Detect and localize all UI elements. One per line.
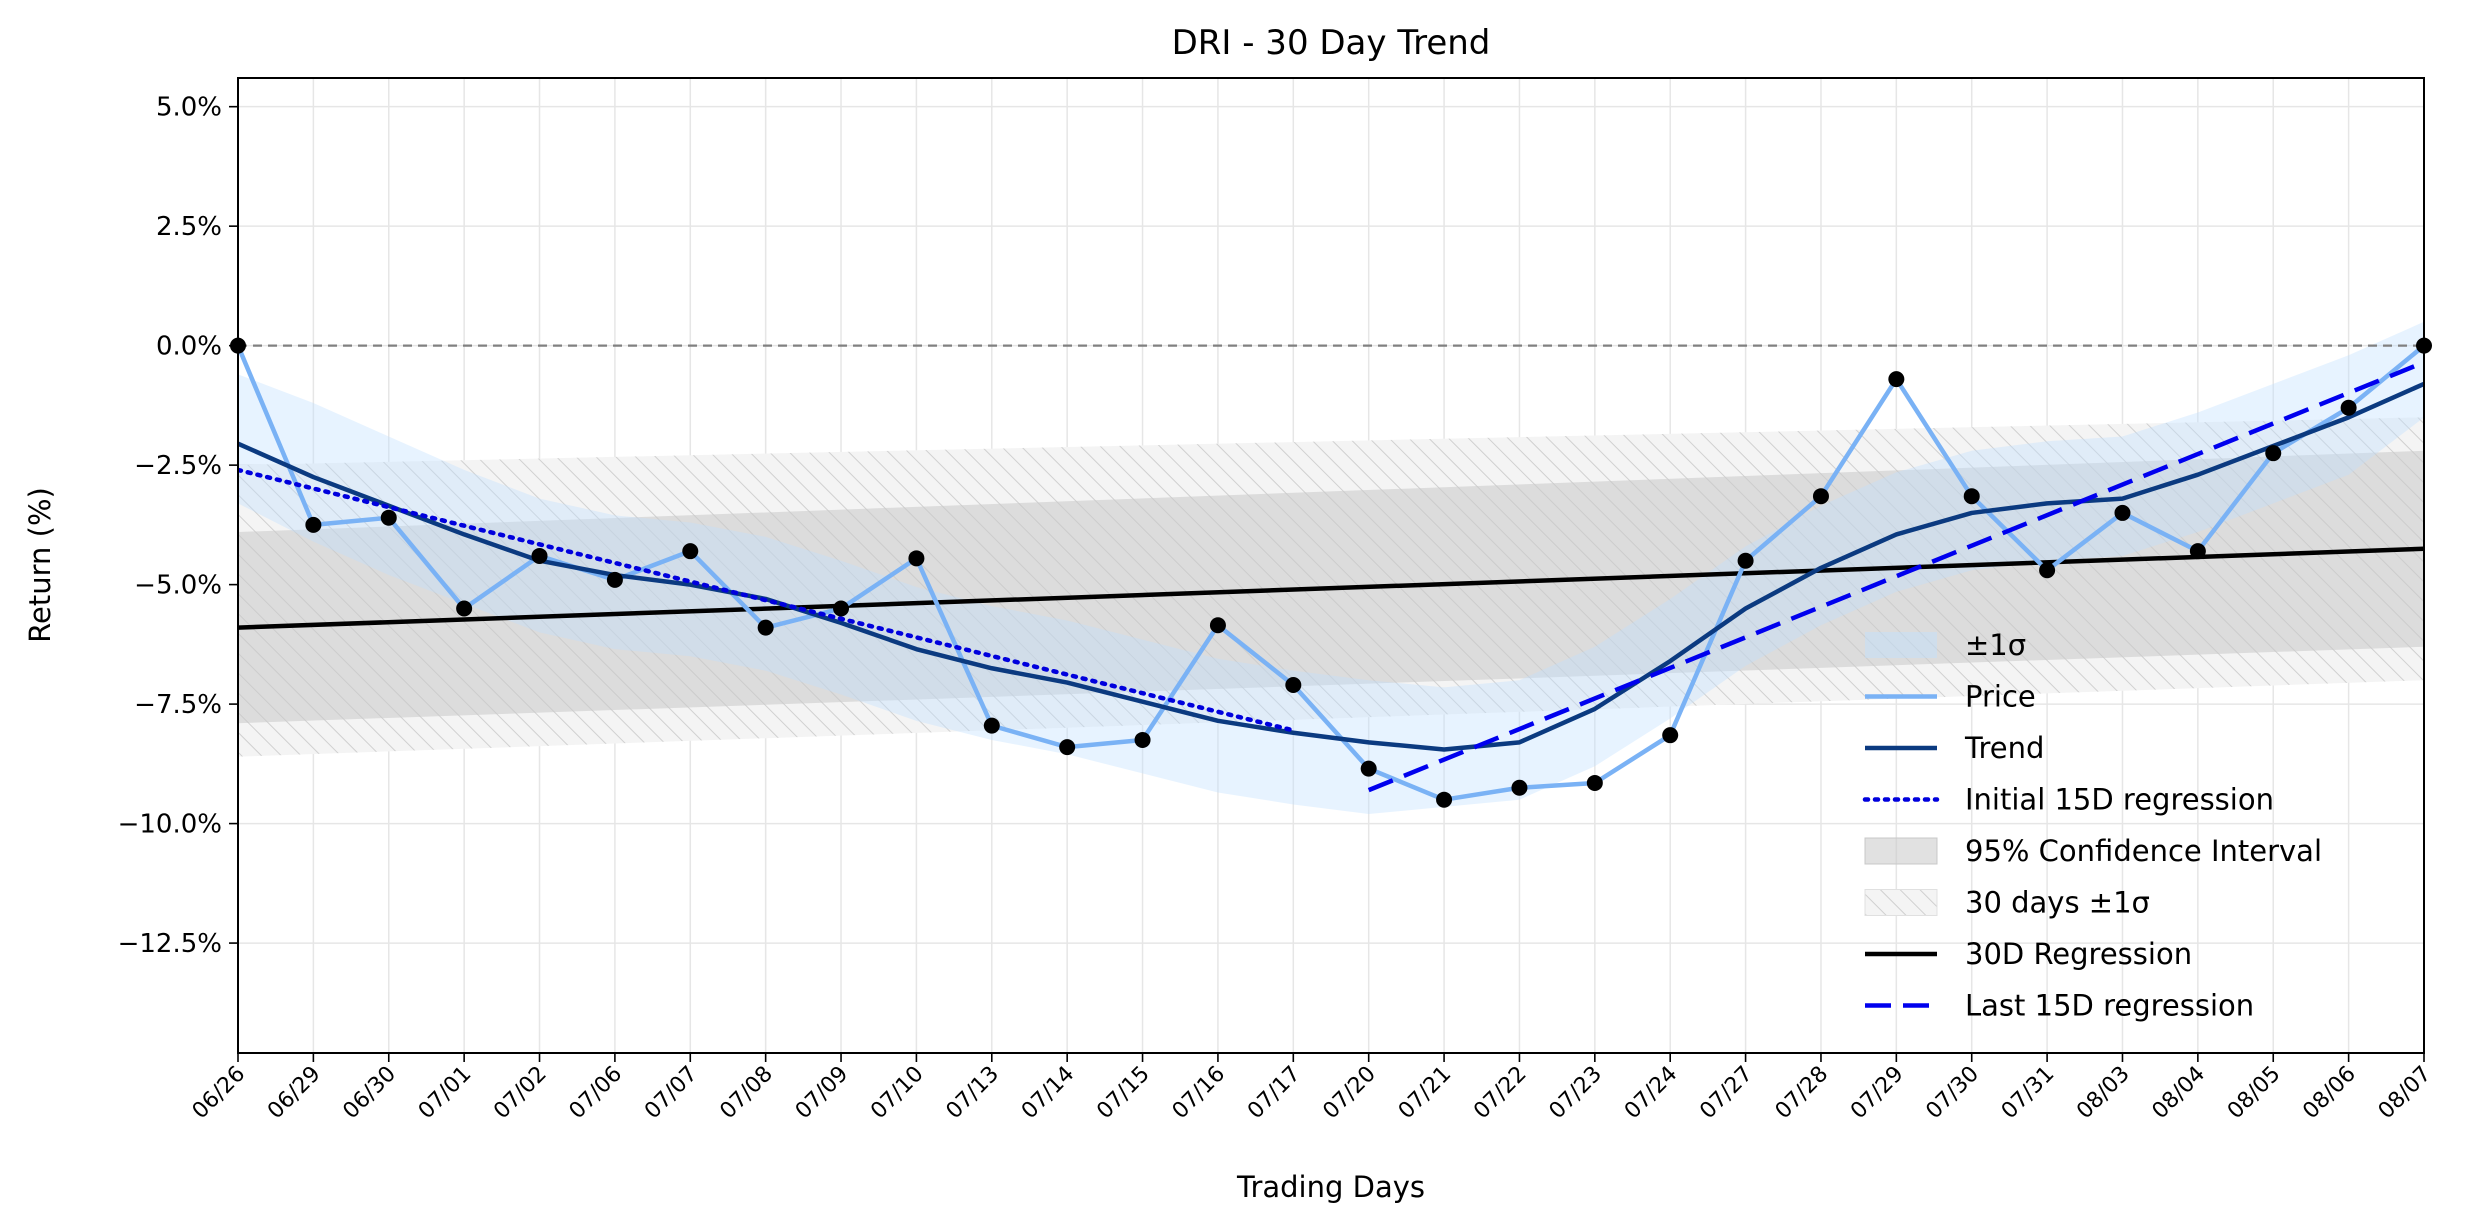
- x-tick-label: 07/22: [1469, 1062, 1532, 1125]
- y-tick-label: 2.5%: [156, 212, 222, 242]
- chart-title: DRI - 30 Day Trend: [1172, 23, 1491, 63]
- x-tick-label: 07/31: [1997, 1062, 2060, 1125]
- y-tick-label: −5.0%: [134, 571, 222, 601]
- y-tick-label: −7.5%: [134, 690, 222, 720]
- price-point: [1586, 774, 1603, 791]
- price-point: [2189, 543, 2206, 560]
- legend-label: Last 15D regression: [1965, 989, 2254, 1023]
- price-point: [1888, 371, 1905, 388]
- price-point: [1436, 791, 1453, 808]
- price-point: [1812, 488, 1829, 505]
- y-axis: 5.0% 2.5% 0.0% −2.5% −5.0% −7.5% −10.0% −12.5%: [118, 93, 238, 959]
- x-tick-label: 07/16: [1168, 1062, 1231, 1125]
- price-line: [238, 343, 2424, 802]
- x-tick-label: 06/30: [338, 1062, 401, 1125]
- x-tick-label: 07/08: [715, 1062, 778, 1125]
- price-point: [531, 547, 548, 564]
- price-point: [380, 509, 397, 526]
- price-markers: [230, 337, 2432, 808]
- legend-label: ±1σ: [1965, 628, 2026, 662]
- y-tick-label: −12.5%: [118, 929, 222, 959]
- price-point: [305, 516, 322, 533]
- x-tick-label: 07/17: [1243, 1062, 1306, 1125]
- x-tick-label: 07/09: [791, 1062, 854, 1125]
- x-tick-label: 07/23: [1545, 1062, 1608, 1125]
- price-point: [1963, 488, 1980, 505]
- x-tick-label: 07/14: [1017, 1062, 1080, 1125]
- x-tick-label: 08/07: [2374, 1062, 2437, 1125]
- price-point: [983, 717, 1000, 734]
- x-tick-label: 06/29: [263, 1062, 326, 1125]
- price-point: [606, 571, 623, 588]
- band-1-sigma: [238, 321, 2424, 815]
- price-point: [2265, 445, 2282, 462]
- price-point: [2340, 399, 2357, 416]
- x-tick-label: 07/21: [1394, 1062, 1457, 1125]
- x-tick-label: 08/05: [2223, 1062, 2286, 1125]
- price-point: [1134, 731, 1151, 748]
- legend-label: 95% Confidence Interval: [1965, 834, 2322, 868]
- y-tick-label: −2.5%: [134, 451, 222, 481]
- legend-label: Price: [1965, 680, 2036, 714]
- x-tick-label: 07/07: [640, 1062, 703, 1125]
- price-point: [1209, 617, 1226, 634]
- x-tick-label: 07/27: [1695, 1062, 1758, 1125]
- x-tick-label: 07/29: [1846, 1062, 1909, 1125]
- price-point: [1511, 779, 1528, 796]
- x-tick-label: 08/03: [2072, 1062, 2135, 1125]
- x-tick-label: 07/13: [942, 1062, 1005, 1125]
- x-tick-label: 07/15: [1092, 1062, 1155, 1125]
- x-tick-label: 07/02: [489, 1062, 552, 1125]
- price-point: [2114, 504, 2131, 521]
- x-tick-label: 07/06: [565, 1062, 628, 1125]
- x-tick-label: 08/06: [2298, 1062, 2361, 1125]
- legend-swatch-95-ci: [1864, 837, 1938, 865]
- x-tick-label: 06/26: [188, 1062, 251, 1125]
- price-point: [1662, 727, 1679, 744]
- price-point: [1360, 760, 1377, 777]
- legend-label: 30 days ±1σ: [1965, 886, 2150, 920]
- trend-line: [238, 381, 2424, 752]
- x-tick-label: 07/28: [1771, 1062, 1834, 1125]
- price-point: [757, 619, 774, 636]
- price-point: [908, 550, 925, 567]
- x-axis-title: Trading Days: [1236, 1170, 1425, 1204]
- series-lines: [238, 343, 2424, 802]
- price-point: [2039, 562, 2056, 579]
- legend-label: Initial 15D regression: [1965, 783, 2274, 817]
- x-tick-label: 08/04: [2148, 1062, 2211, 1125]
- legend-swatch-30-days-sigma: [1864, 889, 1938, 916]
- price-point: [682, 543, 699, 560]
- x-tick-label: 07/20: [1318, 1062, 1381, 1125]
- y-tick-label: −10.0%: [118, 810, 222, 840]
- x-axis: 06/26 06/29 06/30 07/01 07/02 07/06 07/07 07/08…: [188, 1053, 2437, 1125]
- price-point: [1737, 552, 1754, 569]
- price-point: [456, 600, 473, 617]
- legend: ±1σ Price Trend Initial 15D regression 95% C…: [1862, 628, 2322, 1023]
- initial-15d-regression-line: [238, 467, 1296, 733]
- x-tick-label: 07/10: [866, 1062, 929, 1125]
- x-tick-label: 07/30: [1921, 1062, 1984, 1125]
- price-point: [833, 600, 850, 617]
- price-point: [1285, 676, 1302, 693]
- x-tick-label: 07/24: [1620, 1062, 1683, 1125]
- x-tick-label: 07/01: [414, 1062, 477, 1125]
- y-axis-title: Return (%): [23, 487, 57, 643]
- y-tick-label: 5.0%: [156, 93, 222, 123]
- plot-frame: [237, 77, 2425, 1054]
- price-point: [1059, 739, 1076, 756]
- y-tick-label: 0.0%: [156, 332, 222, 362]
- legend-label: Trend: [1964, 731, 2044, 765]
- legend-swatch-1-sigma: [1865, 632, 1937, 658]
- legend-label: 30D Regression: [1965, 937, 2192, 971]
